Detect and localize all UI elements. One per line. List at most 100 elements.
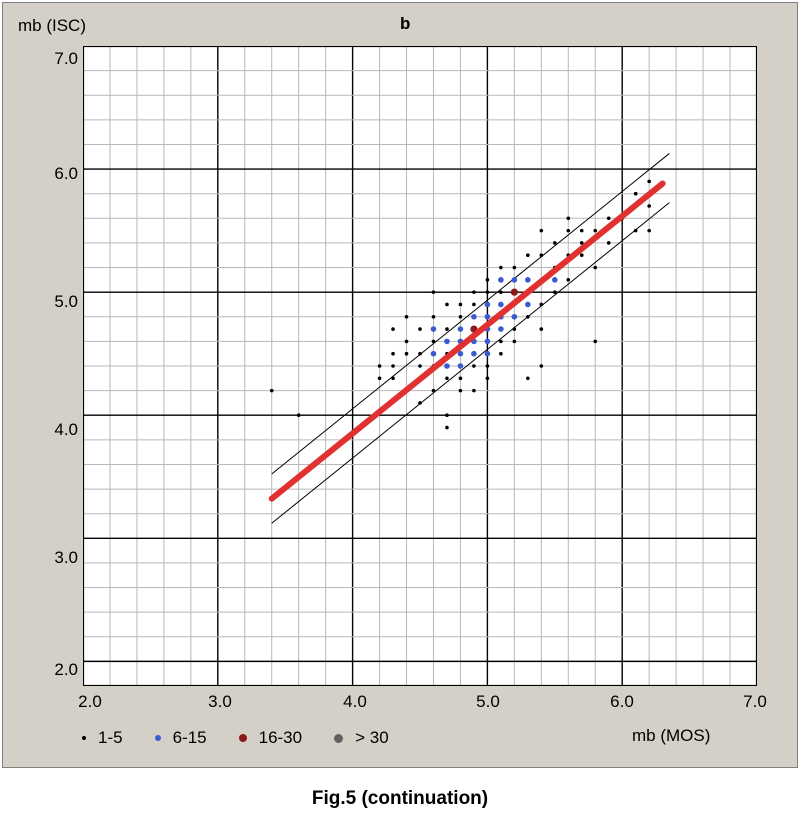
- data-point: [553, 290, 557, 294]
- data-point: [579, 228, 584, 233]
- data-point: [418, 351, 422, 356]
- data-point: [498, 301, 504, 308]
- data-point: [485, 290, 490, 294]
- y-tick-label: 6.0: [54, 164, 78, 183]
- data-point: [458, 388, 463, 393]
- data-point: [445, 302, 449, 307]
- regression-line: [268, 180, 666, 502]
- data-point: [430, 326, 437, 332]
- data-point: [471, 350, 477, 357]
- data-point: [404, 339, 409, 344]
- data-point: [606, 216, 611, 221]
- data-point: [431, 314, 436, 319]
- data-point: [377, 364, 382, 368]
- data-point: [539, 364, 544, 368]
- data-point: [525, 277, 531, 283]
- data-point: [566, 228, 571, 233]
- data-point: [418, 327, 422, 331]
- legend-item-6-15: 6-15: [154, 728, 207, 748]
- legend-marker: [82, 736, 86, 740]
- data-point: [498, 326, 504, 332]
- data-point: [539, 327, 544, 331]
- y-tick-label: 3.0: [54, 548, 78, 567]
- data-point: [458, 314, 463, 319]
- data-point: [499, 351, 503, 356]
- data-point: [472, 302, 476, 307]
- data-point: [431, 290, 436, 294]
- legend-label: 6-15: [172, 728, 207, 747]
- data-point: [485, 376, 490, 381]
- data-point: [647, 204, 651, 208]
- legend-marker: [154, 735, 161, 741]
- data-point: [579, 253, 584, 258]
- x-tick-label: 3.0: [208, 692, 232, 711]
- data-point: [472, 364, 476, 368]
- data-point: [269, 388, 274, 393]
- data-point: [512, 327, 517, 331]
- plot-border: [83, 46, 757, 686]
- data-point: [457, 326, 464, 332]
- data-point: [606, 241, 611, 245]
- data-point: [404, 314, 409, 319]
- y-axis-label: mb (ISC): [18, 16, 86, 35]
- data-point: [445, 425, 449, 430]
- data-point: [647, 179, 651, 184]
- confidence-band-line: [271, 153, 670, 475]
- data-point: [526, 314, 530, 319]
- data-point: [391, 351, 395, 356]
- legend-label: 16-30: [258, 728, 303, 747]
- legend-marker: [334, 733, 344, 743]
- data-point: [484, 338, 491, 345]
- figure-caption: Fig.5 (continuation): [311, 788, 489, 809]
- data-point: [539, 253, 544, 258]
- data-point: [526, 376, 530, 381]
- data-point: [566, 278, 571, 282]
- data-point: [404, 351, 409, 356]
- confidence-band-line: [271, 202, 670, 524]
- data-point: [391, 364, 395, 368]
- y-tick-label: 2.0: [54, 660, 78, 679]
- data-point: [444, 338, 450, 345]
- legend-item-1-5: 1-5: [72, 728, 123, 748]
- y-tick-label: 5.0: [54, 292, 78, 311]
- data-point: [431, 339, 436, 344]
- data-point: [485, 278, 490, 282]
- x-tick-label: 7.0: [743, 692, 767, 711]
- data-point: [552, 277, 558, 283]
- data-point: [593, 265, 598, 270]
- data-point: [484, 313, 491, 320]
- data-point: [499, 265, 503, 270]
- data-point: [296, 413, 301, 418]
- y-tick-label: 7.0: [54, 49, 78, 68]
- x-tick-label: 6.0: [610, 692, 634, 711]
- data-point: [566, 216, 571, 221]
- data-point: [512, 339, 517, 344]
- data-point: [418, 401, 422, 405]
- data-point: [430, 350, 437, 357]
- legend-label: 1-5: [98, 728, 123, 747]
- x-axis-label: mb (MOS): [632, 726, 711, 745]
- data-point: [377, 376, 382, 381]
- data-point: [457, 363, 464, 369]
- data-point: [633, 191, 638, 196]
- data-point: [512, 265, 517, 270]
- data-point: [472, 290, 476, 294]
- data-point: [633, 228, 638, 233]
- data-point: [444, 363, 450, 369]
- x-tick-label: 4.0: [343, 692, 367, 711]
- data-point: [553, 241, 557, 245]
- legend-marker: [238, 734, 247, 742]
- legend-item-16-30: 16-30: [238, 728, 303, 748]
- data-point: [471, 313, 477, 320]
- data-point: [498, 277, 504, 283]
- data-point: [431, 388, 436, 393]
- data-point: [391, 327, 395, 331]
- data-point: [511, 277, 518, 283]
- data-point: [593, 339, 598, 344]
- data-point: [499, 290, 503, 294]
- data-point: [418, 364, 422, 368]
- data-point: [484, 350, 491, 357]
- data-point: [593, 228, 598, 233]
- data-point: [579, 241, 584, 245]
- scatter-plot-area: [83, 46, 757, 686]
